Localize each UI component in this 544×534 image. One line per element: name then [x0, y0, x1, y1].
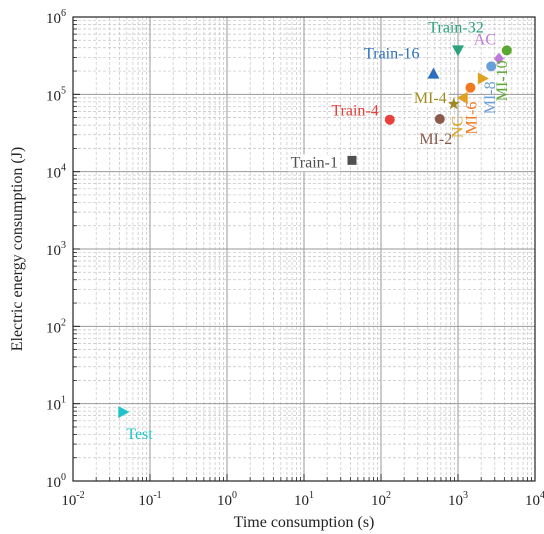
point-label-train-4: Train-4	[331, 103, 378, 120]
axis-ticks	[72, 16, 536, 482]
data-point-mi-6	[465, 82, 476, 93]
x-tick-label: 10-2	[61, 490, 84, 509]
x-tick-labels: 10-2 10-1 100 101 102 103 104	[61, 490, 544, 509]
y-tick-labels: 100 101 102 103 104 105 106	[46, 8, 66, 491]
point-label-mi-2: MI-2	[419, 131, 452, 148]
point-label-mi-10: MI-10	[494, 60, 511, 101]
x-tick-label: 100	[217, 490, 237, 509]
data-point-ac	[493, 52, 504, 65]
point-label-train-1: Train-1	[291, 154, 338, 171]
x-tick-label: 103	[448, 490, 468, 509]
data-point-train-4	[384, 114, 395, 125]
y-tick-label: 101	[46, 395, 66, 414]
data-point-mi-4	[447, 97, 460, 110]
x-tick-label: 102	[371, 490, 391, 509]
data-point-train-16	[427, 67, 440, 79]
data-point-mi-10	[501, 45, 512, 56]
data-point-mi-2	[434, 113, 445, 124]
point-label-train-32: Train-32	[428, 19, 483, 36]
point-label-nc: NC	[450, 116, 467, 138]
point-label-mi-8: MI-8	[482, 81, 499, 114]
data-point-test	[118, 406, 130, 419]
y-axis-title: Electric energy consumption (J)	[9, 147, 26, 352]
point-label-train-1-bg	[288, 154, 340, 172]
x-tick-label: 104	[525, 490, 544, 509]
point-label-mi-4-bg	[411, 89, 449, 107]
y-tick-label: 100	[46, 472, 66, 491]
point-label-mi-6: MI-6	[463, 102, 480, 135]
point-label-train-16: Train-16	[364, 46, 419, 63]
y-tick-label: 102	[46, 317, 66, 336]
point-label-test: Test	[126, 426, 153, 443]
data-point-nc	[456, 91, 468, 104]
x-tick-label: 101	[294, 490, 314, 509]
point-label-mi-4: MI-4	[414, 90, 447, 107]
point-label-ac: AC	[474, 32, 496, 49]
y-tick-label: 106	[46, 8, 66, 27]
data-points	[118, 45, 512, 419]
data-point-mi-8	[486, 61, 497, 72]
data-point-unlabeled	[477, 72, 489, 85]
y-tick-label: 104	[46, 163, 66, 182]
x-tick-label: 10-1	[138, 490, 161, 509]
data-point-train-32	[452, 45, 464, 57]
y-tick-label: 105	[46, 85, 66, 104]
data-point-train-1	[347, 155, 357, 165]
major-gridlines	[72, 16, 536, 482]
point-labels: Test Train-1 Train-4 MI-2 Train-16 Train-32 MI…	[126, 19, 510, 443]
x-axis-title: Time consumption (s)	[234, 514, 375, 531]
y-tick-label: 103	[46, 240, 66, 259]
